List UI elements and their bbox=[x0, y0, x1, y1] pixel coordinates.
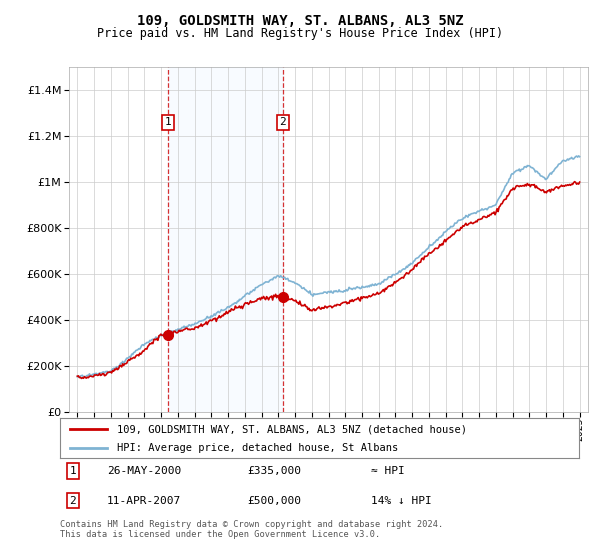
Text: 2: 2 bbox=[280, 117, 286, 127]
Text: 2: 2 bbox=[70, 496, 76, 506]
Text: £335,000: £335,000 bbox=[247, 466, 301, 476]
Text: 14% ↓ HPI: 14% ↓ HPI bbox=[371, 496, 432, 506]
Text: 11-APR-2007: 11-APR-2007 bbox=[107, 496, 181, 506]
Text: 1: 1 bbox=[70, 466, 76, 476]
Text: £500,000: £500,000 bbox=[247, 496, 301, 506]
Text: 26-MAY-2000: 26-MAY-2000 bbox=[107, 466, 181, 476]
Text: 109, GOLDSMITH WAY, ST. ALBANS, AL3 5NZ (detached house): 109, GOLDSMITH WAY, ST. ALBANS, AL3 5NZ … bbox=[117, 424, 467, 434]
Text: 109, GOLDSMITH WAY, ST. ALBANS, AL3 5NZ: 109, GOLDSMITH WAY, ST. ALBANS, AL3 5NZ bbox=[137, 14, 463, 28]
Bar bbox=[168, 67, 283, 412]
Text: 1: 1 bbox=[164, 117, 171, 127]
Text: Contains HM Land Registry data © Crown copyright and database right 2024.
This d: Contains HM Land Registry data © Crown c… bbox=[60, 520, 443, 539]
Text: Price paid vs. HM Land Registry's House Price Index (HPI): Price paid vs. HM Land Registry's House … bbox=[97, 27, 503, 40]
Text: ≈ HPI: ≈ HPI bbox=[371, 466, 405, 476]
Text: HPI: Average price, detached house, St Albans: HPI: Average price, detached house, St A… bbox=[117, 443, 398, 453]
